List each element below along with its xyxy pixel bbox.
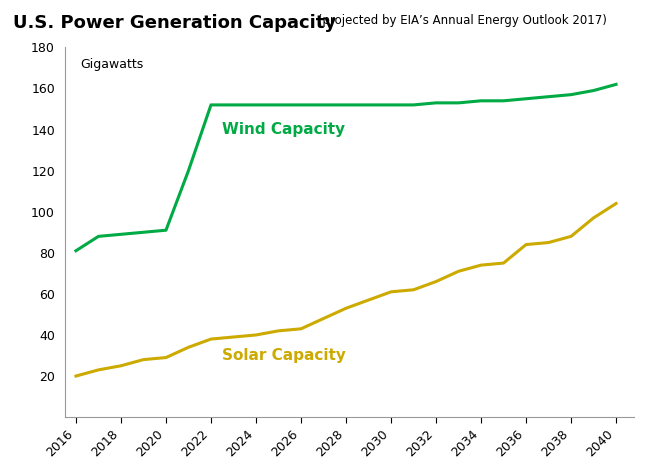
Text: Wind Capacity: Wind Capacity xyxy=(222,122,345,137)
Text: Gigawatts: Gigawatts xyxy=(80,58,144,71)
Text: (projected by EIA’s Annual Energy Outlook 2017): (projected by EIA’s Annual Energy Outloo… xyxy=(314,14,607,27)
Text: Solar Capacity: Solar Capacity xyxy=(222,347,346,363)
Text: U.S. Power Generation Capacity: U.S. Power Generation Capacity xyxy=(13,14,336,32)
